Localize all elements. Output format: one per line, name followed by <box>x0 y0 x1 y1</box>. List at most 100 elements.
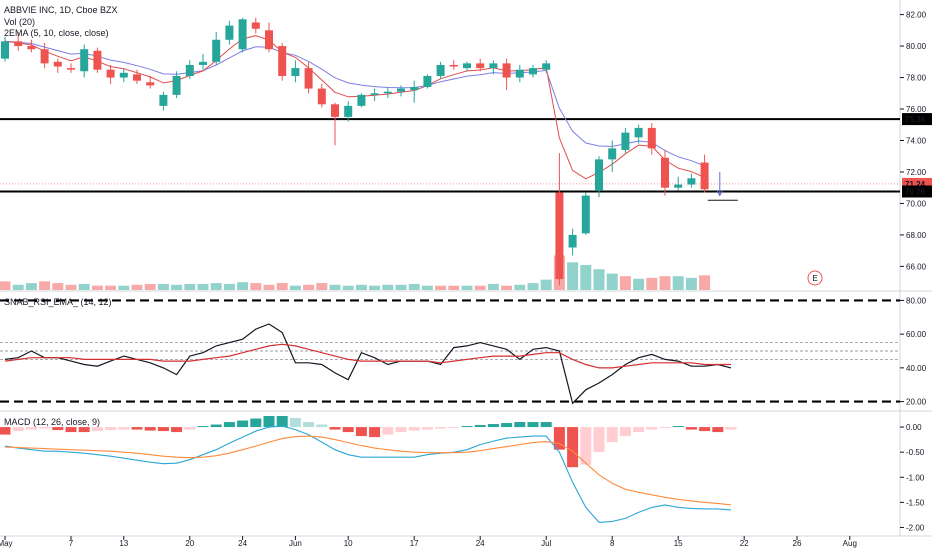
volume-bar <box>672 276 684 290</box>
macd-histogram-bar <box>395 427 407 433</box>
macd-histogram-bar <box>646 427 658 430</box>
candle-body <box>357 94 366 106</box>
volume-bar <box>329 284 341 290</box>
macd-histogram-bar <box>712 427 724 433</box>
time-tick-label: 8 <box>610 539 615 548</box>
volume-legend: Vol (20) <box>4 17 36 27</box>
time-tick-label: 10 <box>344 539 353 548</box>
macd-histogram-bar <box>237 420 249 428</box>
volume-bar <box>0 281 11 290</box>
volume-bar <box>105 285 117 290</box>
ema-legend: 2EMA (5, 10, close, close) <box>4 28 109 38</box>
macd-histogram-bar <box>514 422 526 428</box>
macd-histogram-bar <box>421 427 433 430</box>
volume-bar <box>527 283 539 290</box>
candle-body <box>331 104 339 117</box>
volume-bar <box>395 284 407 290</box>
earnings-marker-label: E <box>812 274 817 283</box>
candle-body <box>608 148 617 160</box>
candle-body <box>595 159 603 191</box>
macd-histogram-bar <box>289 418 301 428</box>
volume-bar <box>25 283 37 290</box>
volume-bar <box>250 283 262 290</box>
macd-histogram-bar <box>131 427 143 430</box>
volume-bar <box>699 275 711 290</box>
candle-body <box>93 50 102 70</box>
candle-body <box>436 64 445 76</box>
candle-body <box>119 72 128 78</box>
candle-body <box>476 63 485 69</box>
volume-bar <box>171 284 183 290</box>
macd-histogram-bar <box>725 427 737 430</box>
macd-histogram-bar <box>699 427 711 432</box>
earnings-marker-icon <box>807 270 823 286</box>
macd-histogram-bar <box>250 418 262 428</box>
candle-body <box>40 49 49 64</box>
candle-body <box>133 74 141 81</box>
price-legend-title: ABBVIE INC, 1D, Cboe BZX <box>4 5 118 15</box>
candle-body <box>489 63 498 69</box>
macd-histogram-bar <box>355 427 367 437</box>
rsi-ema-line <box>4 343 731 369</box>
volume-bar <box>184 283 196 290</box>
macd-histogram-bar <box>52 427 64 431</box>
candle-body <box>383 91 392 94</box>
time-tick-label: 24 <box>476 539 485 548</box>
volume-bar <box>144 283 156 290</box>
macd-histogram-bar <box>39 427 51 429</box>
volume-bar <box>303 284 315 290</box>
macd-histogram-bar <box>197 426 209 428</box>
volume-bar <box>593 269 605 290</box>
macd-histogram-bar <box>593 427 605 453</box>
price-tick-label: 66.00 <box>906 262 927 271</box>
candle-body <box>634 127 643 138</box>
volume-bar <box>342 285 354 290</box>
price-tick-label: 68.00 <box>906 231 927 240</box>
candle-body <box>225 25 234 40</box>
candle-body <box>700 162 709 190</box>
macd-histogram-bar <box>276 416 288 428</box>
macd-histogram-bar <box>474 425 486 428</box>
macd-histogram-bar <box>685 427 697 430</box>
candle-body <box>674 184 683 188</box>
candle-body <box>278 46 287 76</box>
macd-tick-label: -1.50 <box>906 498 925 507</box>
candle-body <box>238 19 247 50</box>
candle-body <box>159 94 168 106</box>
macd-histogram-bar <box>25 427 37 430</box>
price-label-text: 75.36 <box>905 115 926 124</box>
volume-bar <box>276 283 288 290</box>
time-tick-label: 20 <box>185 539 194 548</box>
macd-histogram-bar <box>316 424 328 428</box>
macd-histogram-bar <box>118 427 130 430</box>
volume-bar <box>514 284 526 290</box>
macd-histogram-bar <box>619 427 631 437</box>
volume-bar <box>606 273 618 290</box>
macd-histogram-bar <box>606 427 618 443</box>
volume-bar <box>316 283 328 290</box>
macd-legend: MACD (12, 26, close, 9) <box>4 417 101 427</box>
macd-histogram-bar <box>567 427 579 468</box>
candle-body <box>515 69 524 78</box>
arrow-head <box>716 189 724 197</box>
macd-histogram-bar <box>580 427 592 465</box>
candle-body <box>370 93 379 95</box>
candle-body <box>27 46 36 50</box>
macd-histogram-bar <box>527 422 539 428</box>
candle-body <box>463 63 471 69</box>
macd-histogram-bar <box>223 422 235 428</box>
macd-histogram-bar <box>408 427 420 431</box>
time-tick-label: May <box>0 539 13 548</box>
time-tick-label: 22 <box>740 539 749 548</box>
price-tick-label: 82.00 <box>906 11 927 20</box>
volume-bar <box>474 285 486 290</box>
time-tick-label: 26 <box>793 539 802 548</box>
candle-body <box>687 178 696 185</box>
price-label-text: 70.76 <box>905 187 926 196</box>
rsi-tick-label: 20.00 <box>906 398 927 407</box>
candle-body <box>53 61 62 67</box>
macd-histogram-bar <box>263 416 275 428</box>
volume-bar <box>12 284 24 290</box>
